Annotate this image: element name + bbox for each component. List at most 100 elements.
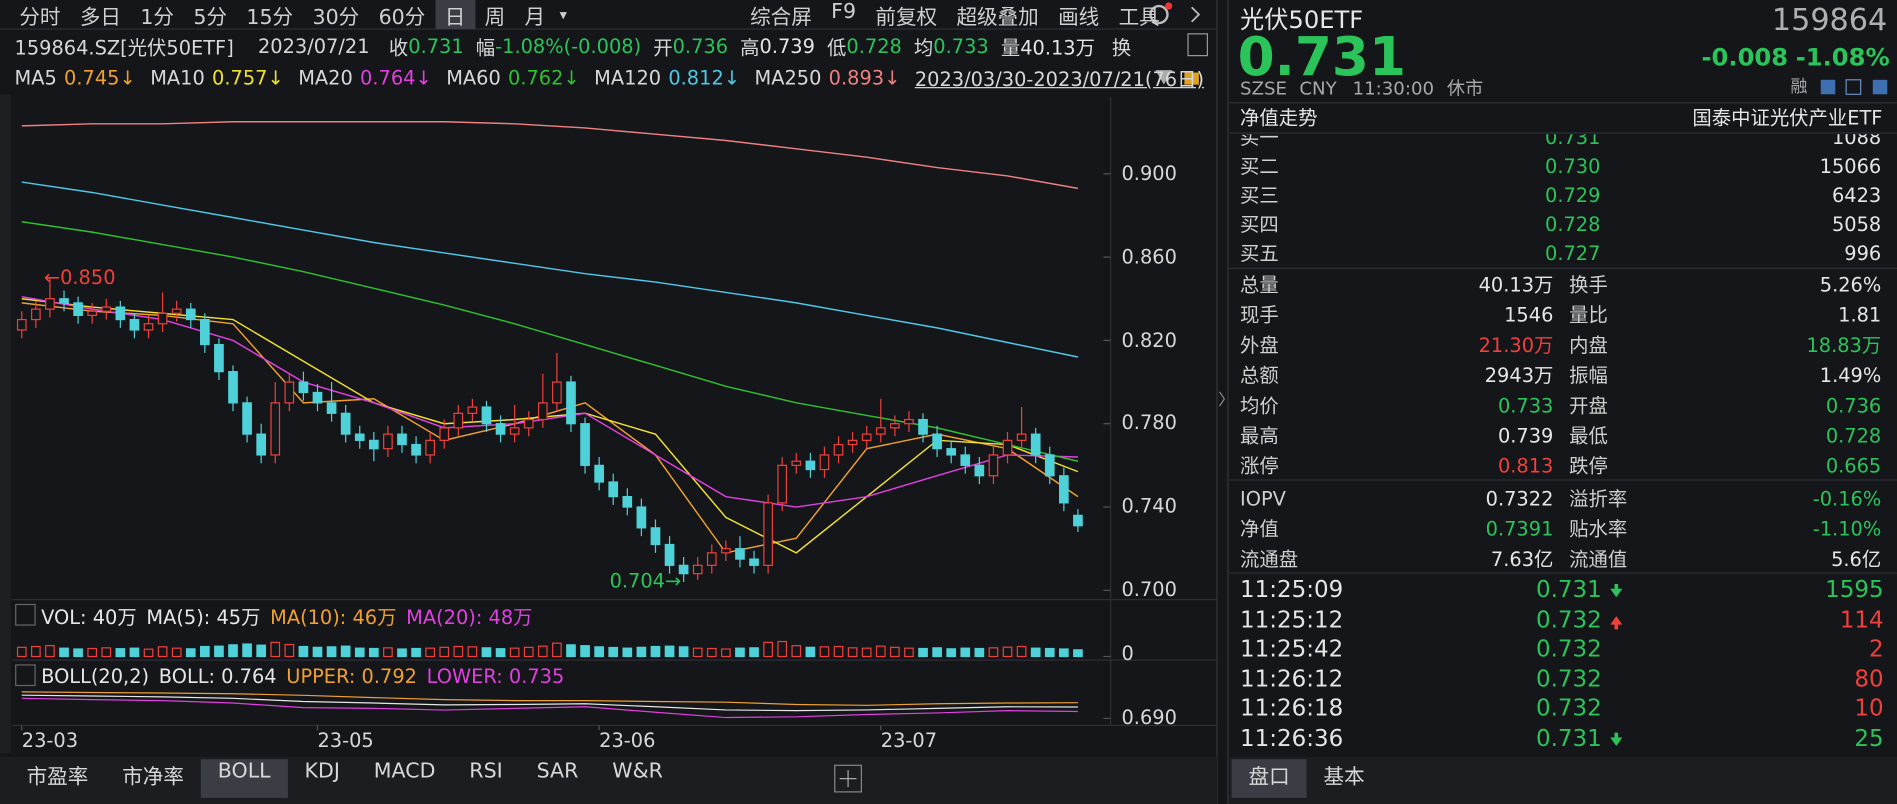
period-button[interactable]: 5分	[193, 6, 228, 31]
indicator-tab[interactable]: RSI	[469, 759, 503, 784]
panel-tab[interactable]: 基本	[1323, 765, 1365, 790]
period-menu[interactable]: ▾	[559, 6, 567, 23]
candle-body	[157, 312, 168, 325]
indicator-tab[interactable]: KDJ	[304, 759, 340, 784]
tool-icon[interactable]	[1845, 79, 1862, 95]
volume-bar	[354, 647, 365, 658]
collapse-handle[interactable]	[1218, 391, 1226, 407]
stat-value: 0.728	[1825, 424, 1882, 448]
tool-button[interactable]: 综合屏	[750, 6, 812, 31]
tool-icon[interactable]	[1820, 79, 1836, 95]
indicator-tab[interactable]: W&R	[612, 759, 663, 784]
period-button[interactable]: 周	[484, 6, 506, 31]
info-value: 0.739	[759, 34, 815, 58]
legend-value: 0.812↓	[668, 65, 740, 89]
period-button[interactable]: 多日	[79, 6, 121, 31]
info-value: 0.728	[846, 34, 902, 58]
settings-icon[interactable]	[1149, 4, 1169, 25]
x-tick-label: 23-07	[880, 729, 938, 752]
candle-body	[847, 439, 858, 446]
tool-button[interactable]: 前复权	[875, 6, 938, 31]
indicator-tab[interactable]: SAR	[536, 759, 579, 784]
candle-body	[974, 464, 985, 477]
book-price: 0.727	[1545, 241, 1601, 265]
period-button[interactable]: 1分	[140, 6, 175, 31]
volume-bar	[270, 641, 281, 658]
period-button[interactable]: 15分	[246, 6, 294, 31]
candle-body	[608, 481, 619, 498]
period-button[interactable]: 月	[524, 6, 546, 31]
order-book: 买一 0.731 1088 买二 0.730 15066 买三 0.729 6423 买四 0.72…	[1229, 134, 1897, 267]
layout-icon[interactable]	[1187, 33, 1208, 57]
book-level: 买一	[1240, 134, 1279, 149]
tool-button[interactable]: 超级叠加	[956, 6, 1039, 31]
candle-body	[918, 418, 928, 435]
trade-volume: 10	[1854, 695, 1884, 723]
stat-label: 流通盘	[1240, 547, 1299, 571]
volume-bar	[242, 643, 252, 658]
period-button[interactable]: 分时	[19, 6, 61, 31]
candle-body	[87, 310, 98, 317]
candle-body	[1073, 514, 1083, 527]
indicator-tab[interactable]: 市净率	[122, 765, 184, 790]
switch-button[interactable]: 换	[1111, 36, 1132, 60]
trade-time: 11:25:09	[1240, 576, 1344, 604]
period-button[interactable]: 日	[435, 0, 475, 30]
volume-bar	[552, 642, 562, 658]
indicator-tab[interactable]: BOLL	[200, 759, 288, 798]
volume-bar	[608, 646, 619, 658]
nav-title[interactable]: 净值走势	[1240, 106, 1318, 130]
volume-legend-item: MA(5): 45万	[146, 605, 261, 629]
date-range[interactable]: 2023/03/30-2023/07/21(76日)	[914, 67, 1205, 91]
toolbar: 分时 多日 1分 5分 15分 30分 60分日周月 ▾	[10, 0, 572, 31]
tool-button[interactable]: 画线	[1058, 6, 1100, 31]
period-button[interactable]: 60分	[378, 6, 426, 31]
indicator-tab[interactable]: MACD	[373, 759, 436, 784]
volume-bar	[664, 645, 675, 658]
next-icon[interactable]	[1191, 6, 1201, 23]
stat-value: 0.733	[1497, 394, 1554, 418]
volume-bar	[340, 645, 351, 658]
tool-button[interactable]: F9	[831, 0, 857, 25]
candle-body	[692, 564, 703, 575]
margin-tag: 融	[1790, 77, 1808, 97]
volume-bar	[791, 645, 802, 658]
volume-bar	[45, 645, 55, 658]
period-button[interactable]: 30分	[312, 6, 360, 31]
extreme-label: 0.704→	[609, 569, 682, 593]
boll-legend-item: BOLL(20,2)	[41, 664, 150, 688]
help-box[interactable]	[15, 664, 36, 687]
volume-bar	[622, 647, 633, 658]
ma-line	[21, 302, 1079, 554]
book-level: 买四	[1240, 212, 1279, 236]
trend-arrow	[1610, 616, 1623, 625]
candle-body	[1016, 433, 1027, 441]
stat-value: 0.739	[1497, 424, 1554, 448]
indicator-tab[interactable]: 市盈率	[26, 765, 89, 790]
tool-button[interactable]: 工具	[1118, 6, 1160, 31]
candle-body	[594, 464, 604, 483]
tool-icon[interactable]	[1872, 79, 1888, 95]
legend-value: 0.764↓	[360, 65, 432, 89]
volume-bar	[566, 644, 576, 658]
help-box[interactable]	[15, 603, 36, 626]
range-dropdown[interactable]	[1155, 70, 1173, 85]
y-tick-label: 0.700	[1121, 578, 1177, 602]
stat-label: 均价	[1240, 394, 1279, 418]
panel-tab[interactable]: 盘口	[1231, 759, 1307, 798]
candle-body	[890, 423, 900, 429]
trade-price: 0.732	[1535, 695, 1602, 723]
x-tick-label: 23-03	[21, 729, 79, 752]
stat-value: 21.30万	[1478, 333, 1554, 357]
volume-bar	[411, 647, 421, 658]
candle-body	[566, 381, 576, 425]
lock-icon[interactable]	[1184, 72, 1199, 85]
add-indicator[interactable]	[834, 764, 862, 793]
volume-bar	[974, 647, 985, 658]
candle-body	[552, 381, 562, 404]
volume-bar	[439, 646, 450, 658]
security-name: 光伏50ETF	[1240, 4, 1364, 34]
candle-body	[425, 439, 435, 456]
x-tick-label: 23-05	[317, 729, 374, 752]
